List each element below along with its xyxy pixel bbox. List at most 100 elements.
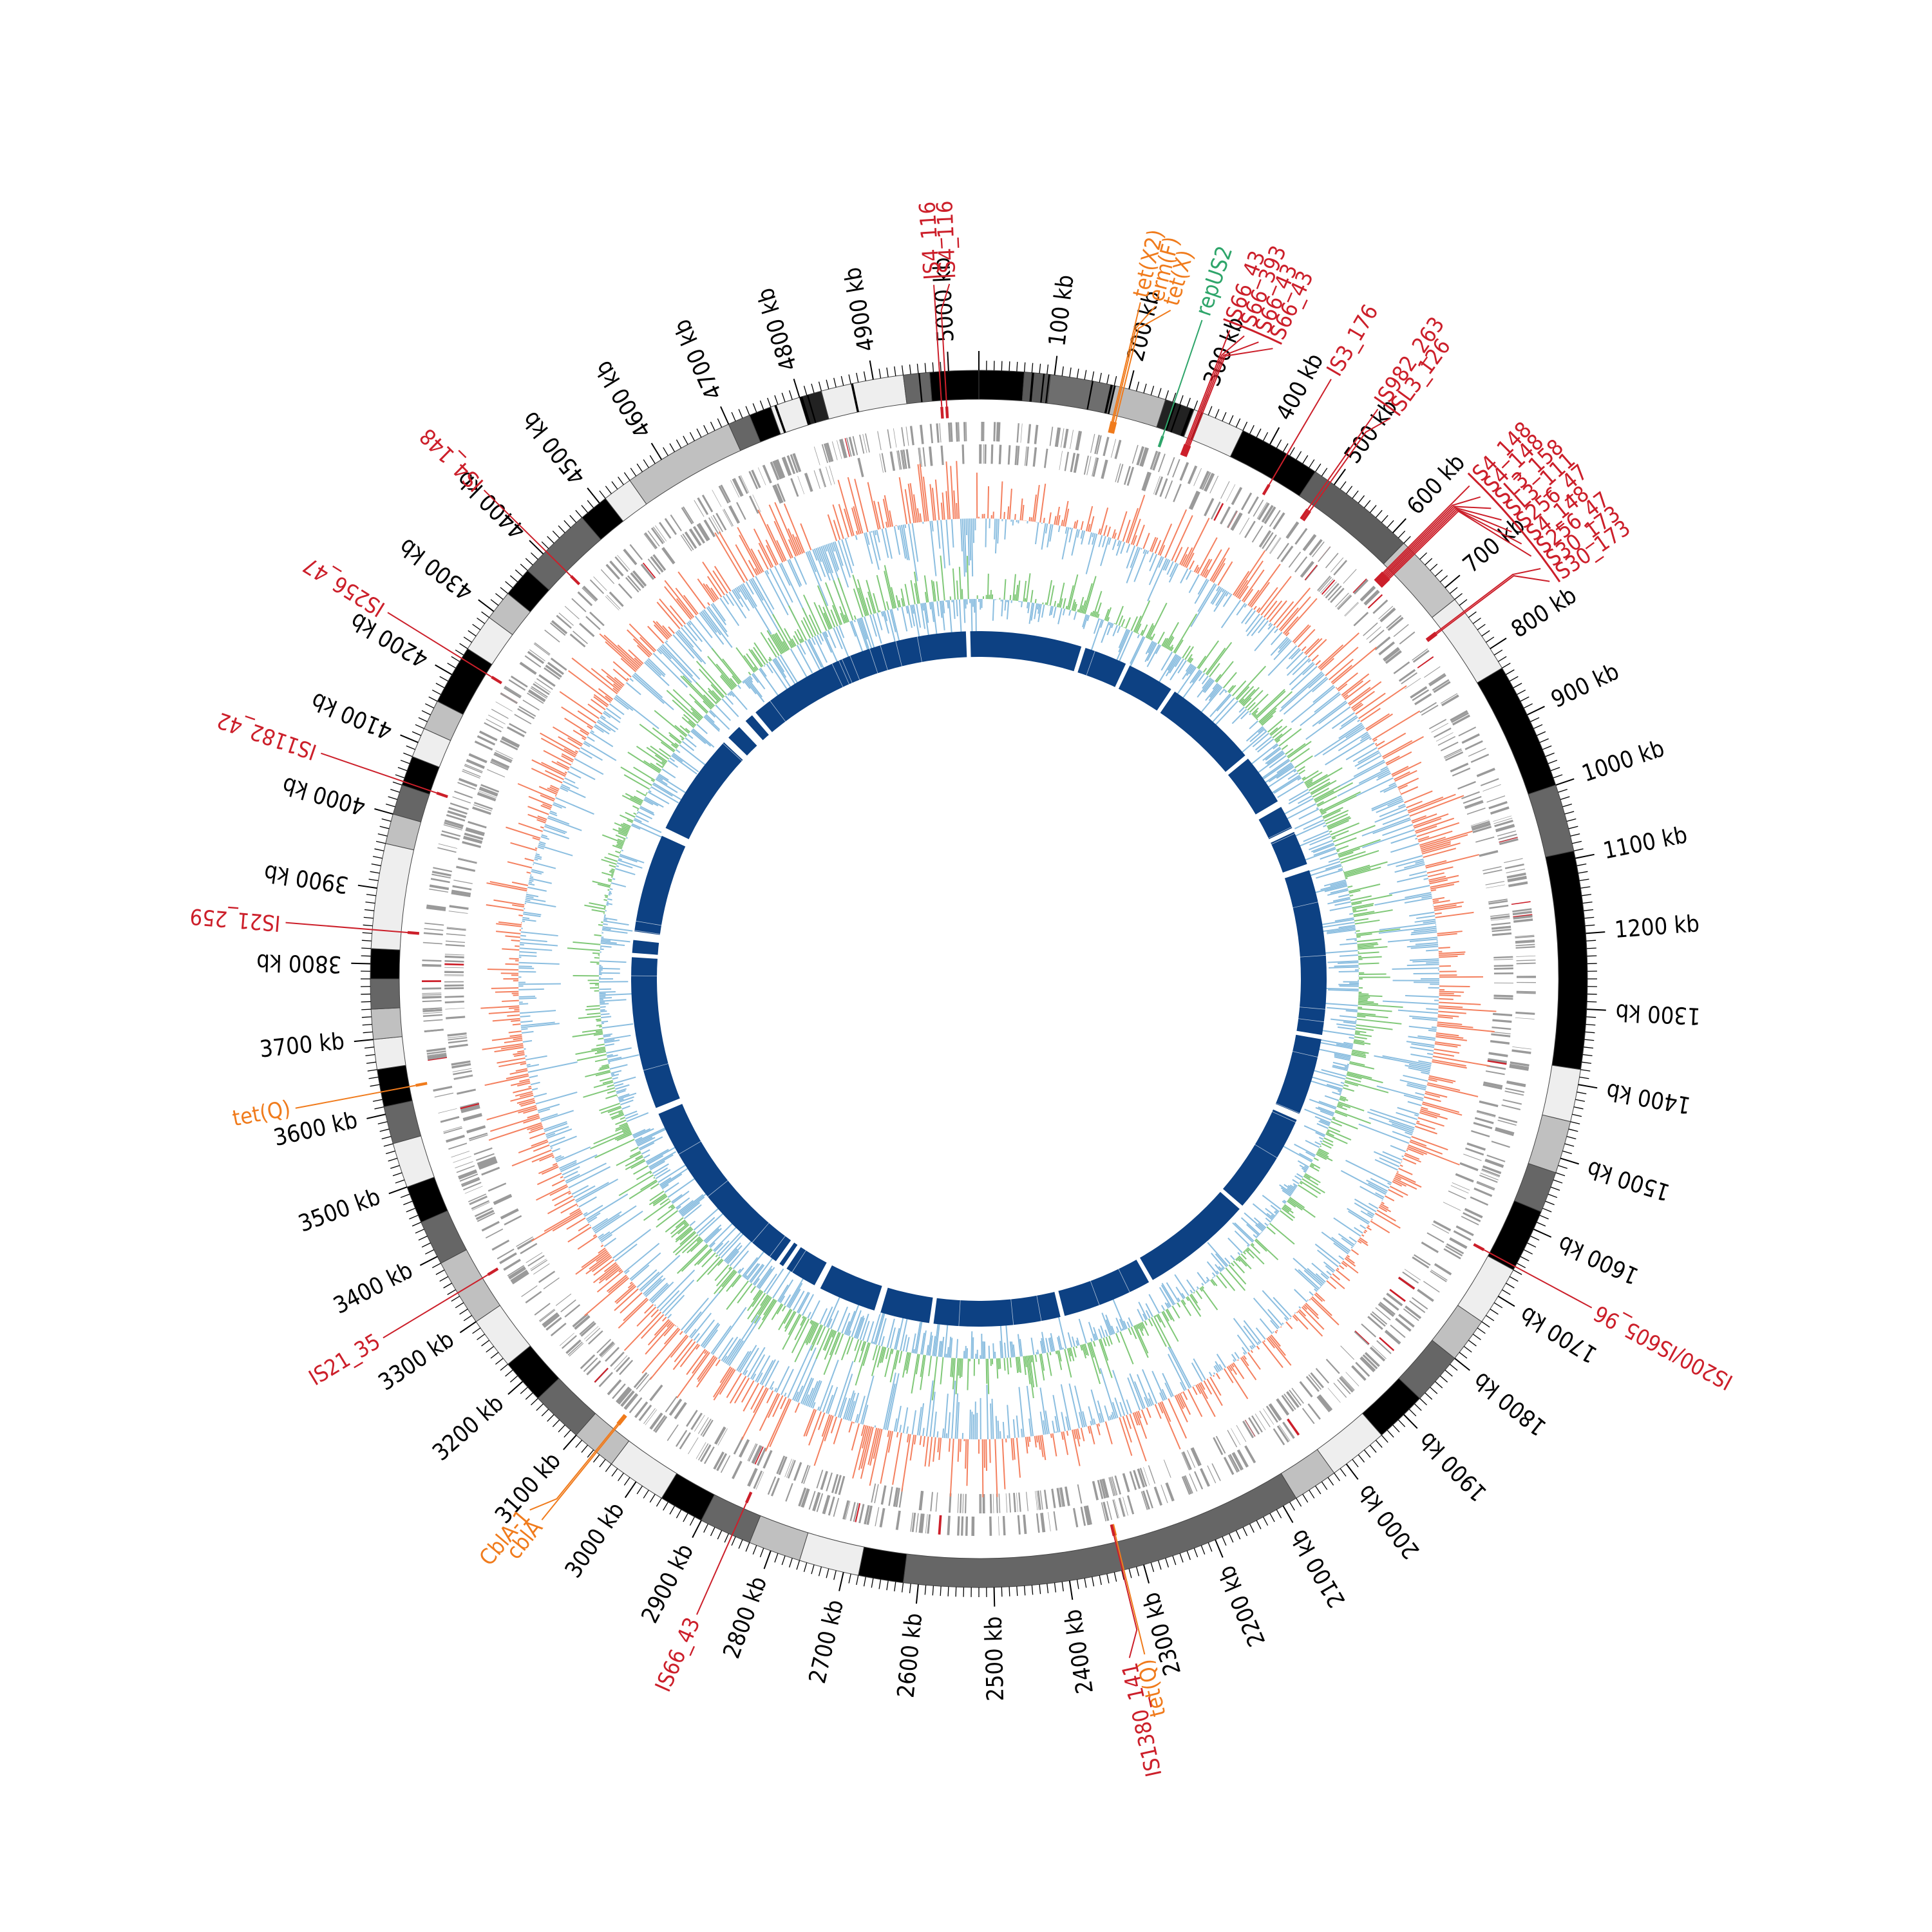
cds-block [1504, 858, 1523, 864]
gc-skew-bar [600, 1234, 613, 1243]
gc-content-bar [1119, 1331, 1134, 1365]
gc-skew-bar [581, 1249, 607, 1268]
minor-tick [1536, 731, 1546, 736]
gc-skew-bar [1376, 1209, 1396, 1222]
cds-block [610, 1352, 625, 1367]
gc-content-bar [732, 1250, 749, 1269]
gc-skew-bar [883, 1372, 896, 1430]
gc-content-bar [1087, 1342, 1101, 1385]
gc-skew-bar [1263, 600, 1278, 618]
cds-block [1479, 850, 1499, 857]
gc-content-bar [1327, 898, 1350, 905]
cds-block [479, 786, 498, 795]
cds-block [1456, 1225, 1474, 1236]
cds-block [909, 426, 914, 446]
cds-block [468, 1132, 488, 1140]
gc-content-bar [905, 1337, 910, 1352]
gc-skew-bar [985, 518, 987, 547]
gc-skew-bar [1361, 817, 1411, 837]
cds-block [444, 822, 463, 829]
gc-skew-bar [1387, 855, 1423, 866]
gc-skew-bar [1357, 755, 1382, 770]
cds-block [1289, 1389, 1302, 1406]
gc-skew-bar [748, 579, 779, 630]
gc-skew-bar [849, 1392, 860, 1421]
gc-content-bar [594, 1050, 607, 1055]
gc-content-bar [677, 1244, 708, 1274]
feature-marker [1157, 435, 1164, 448]
minor-tick [1568, 826, 1578, 829]
gc-content-bar [647, 791, 670, 804]
minor-tick [397, 767, 408, 772]
minor-tick [1419, 1397, 1427, 1406]
gc-skew-bar [855, 531, 858, 535]
gc-skew-bar [1129, 1373, 1144, 1410]
cds-block [1060, 428, 1065, 448]
gc-content-bar [1145, 623, 1154, 638]
cds-block [1368, 629, 1385, 643]
cds-block [813, 446, 820, 466]
gc-content-bar [1357, 938, 1382, 943]
cds-block [842, 1500, 849, 1520]
gc-skew-bar [985, 1439, 988, 1471]
gc-content-bar [1197, 687, 1223, 717]
minor-tick [1578, 871, 1588, 874]
minor-tick [1229, 415, 1234, 424]
gc-content-bar [1292, 1179, 1300, 1184]
gc-skew-bar [1376, 800, 1404, 813]
cds-block [1276, 1398, 1289, 1416]
gc-skew-bar [737, 527, 762, 573]
gc-content-bar [707, 656, 735, 689]
gc-skew-bar [1260, 576, 1292, 616]
cds-block [1308, 1374, 1322, 1390]
gc-content-bar [1300, 1180, 1321, 1195]
gc-content-bar [1328, 858, 1340, 863]
cds-block [1482, 784, 1501, 792]
gc-content-bar [675, 1226, 692, 1240]
gc-content-bar [1358, 999, 1368, 1001]
cds-block [444, 960, 464, 963]
cds-block [1512, 908, 1532, 913]
gc-content-bar [1249, 694, 1269, 713]
gc-content-bar [1326, 1007, 1358, 1011]
gc-content-bar [1104, 609, 1110, 621]
gc-skew-bar [536, 1172, 562, 1186]
gc-skew-bar [990, 1403, 992, 1439]
gc-content-bar [1344, 867, 1371, 876]
gc-skew-bar [525, 897, 546, 902]
cds-block [445, 1008, 465, 1010]
gc-skew-bar [917, 464, 925, 522]
cds-block [1401, 672, 1417, 685]
gc-skew-bar [1406, 1149, 1408, 1151]
gc-content-bar [1261, 715, 1274, 726]
gc-content-bar [723, 1242, 741, 1262]
gc-content-bar [1318, 1106, 1335, 1114]
gc-skew-bar [629, 1252, 661, 1280]
gc-skew-bar [902, 524, 910, 561]
gc-skew-bar [1146, 1407, 1151, 1418]
gc-content-bar [1224, 1257, 1231, 1265]
cds-block [453, 1070, 473, 1075]
cds-block [600, 1342, 615, 1357]
gc-content-bar [606, 902, 613, 905]
contig-stripe [851, 383, 859, 413]
gc-content-bar [1338, 851, 1354, 858]
minor-tick [1454, 592, 1463, 600]
contig-segment [1046, 374, 1115, 415]
gc-content-bar [1357, 945, 1374, 949]
gc-content-bar [596, 1043, 605, 1046]
gc-skew-bar [774, 1387, 777, 1392]
minor-tick [463, 1315, 472, 1321]
cds-block [1398, 668, 1416, 682]
minor-tick [1262, 1517, 1269, 1526]
gc-skew-bar [991, 1398, 994, 1439]
gc-content-bar [583, 1087, 616, 1098]
gc-skew-bar [1425, 854, 1479, 869]
cds-block [1492, 925, 1511, 930]
gc-content-bar [727, 693, 730, 696]
gc-content-bar [1145, 1310, 1151, 1319]
gc-skew-bar [697, 1356, 716, 1382]
cds-block [448, 1035, 467, 1039]
gc-content-bar [1036, 1352, 1037, 1355]
